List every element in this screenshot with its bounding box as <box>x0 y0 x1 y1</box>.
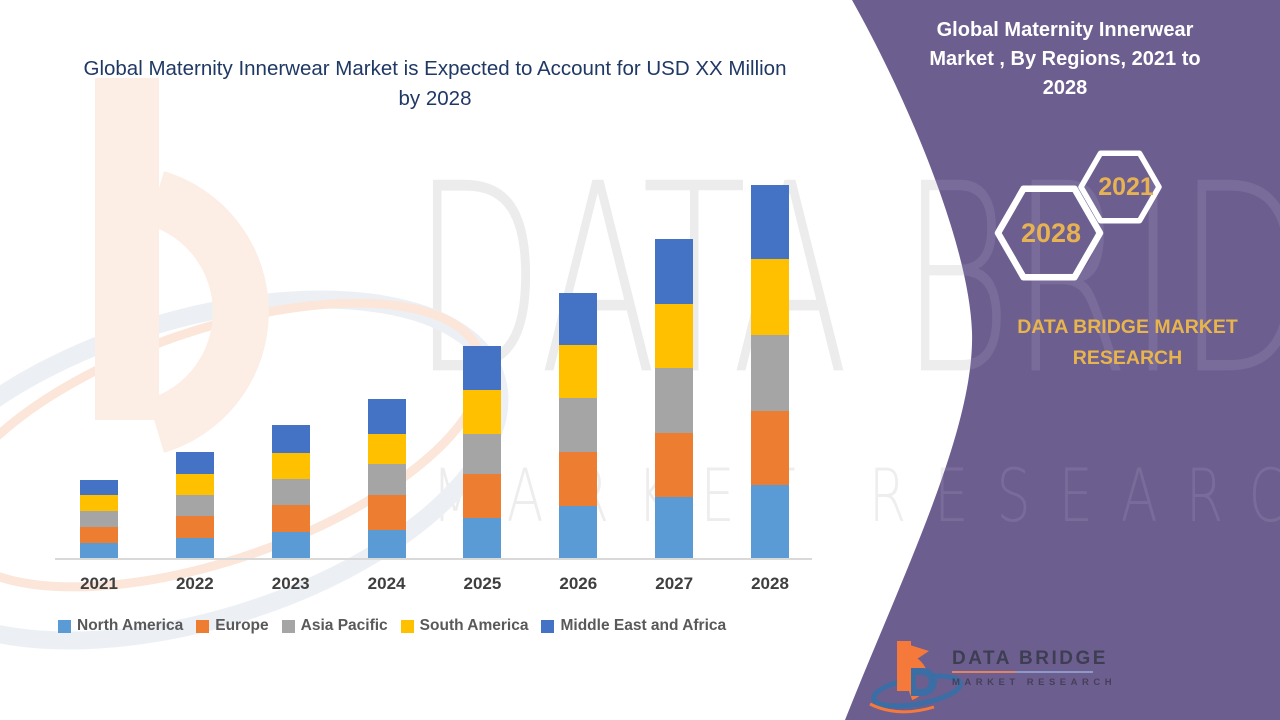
x-axis-label-2023: 2023 <box>271 574 310 593</box>
legend-label: North America <box>77 617 184 634</box>
legend-label: Asia Pacific <box>300 617 388 634</box>
bar-segment-2027-north-america <box>655 497 694 559</box>
side-panel-title: Global Maternity Innerwear Market , By R… <box>929 19 1201 99</box>
bar-segment-2024-south-america <box>367 434 406 464</box>
legend-label: Europe <box>215 617 269 634</box>
legend-swatch-icon <box>281 619 295 633</box>
bar-segment-2026-europe <box>559 452 598 506</box>
bar-segment-2027-asia-pacific <box>655 368 694 433</box>
legend-item-asia-pacific: Asia Pacific <box>281 617 388 635</box>
bar-segment-2025-north-america <box>463 518 502 559</box>
bar-segment-2028-europe <box>751 411 790 485</box>
logo-b-flag-icon <box>897 641 929 663</box>
bar-segment-2023-europe <box>271 505 310 532</box>
bar-segment-2027-middle-east-and-africa <box>655 239 694 304</box>
hexagon-year-2021: 2021 <box>1098 173 1154 201</box>
bar-segment-2023-north-america <box>271 532 310 559</box>
logo-d-hole <box>916 675 929 689</box>
bar-segment-2021-asia-pacific <box>80 511 118 527</box>
legend-swatch-icon <box>400 619 414 633</box>
x-axis-label-2024: 2024 <box>367 574 406 593</box>
bar-segment-2027-south-america <box>655 304 694 368</box>
bar-segment-2026-middle-east-and-africa <box>559 293 598 345</box>
hexagon-year-2028: 2028 <box>1020 218 1082 248</box>
x-axis-label-2025: 2025 <box>463 574 502 593</box>
x-axis-label-2027: 2027 <box>655 574 694 593</box>
bar-segment-2022-middle-east-and-africa <box>175 452 214 474</box>
bar-segment-2028-asia-pacific <box>751 335 790 411</box>
footer-logo-subtitle: MARKET RESEARCH <box>952 677 1117 688</box>
hexagon-badge-2028 <box>994 185 1104 281</box>
bar-segment-2024-asia-pacific <box>367 464 406 495</box>
x-axis-line <box>55 558 812 560</box>
legend-swatch-icon <box>58 619 71 633</box>
legend-item-europe: Europe <box>196 617 269 635</box>
logo-swoosh-orange-icon <box>869 702 935 714</box>
bar-segment-2024-middle-east-and-africa <box>367 399 406 434</box>
x-axis-labels: 2021 2022 2023 2024 2025 2026 2027 2028 <box>55 574 815 596</box>
hexagon-badge-2021 <box>1078 150 1162 224</box>
bar-segment-2022-north-america <box>175 538 214 559</box>
purple-panel-shape <box>845 0 1280 720</box>
chart-legend: North America Europe Asia Pacific South Ame… <box>58 617 838 635</box>
bar-segment-2025-south-america <box>463 390 502 434</box>
footer-logo-title: DATA BRIDGE <box>952 648 1108 669</box>
bar-segment-2022-asia-pacific <box>175 495 214 516</box>
x-axis-label-2022: 2022 <box>175 574 214 593</box>
legend-label: Middle East and Africa <box>560 617 727 634</box>
bar-segment-2026-asia-pacific <box>559 398 598 452</box>
legend-swatch-icon <box>196 619 210 633</box>
bar-segment-2025-middle-east-and-africa <box>463 346 502 390</box>
bar-segment-2025-asia-pacific <box>463 434 502 474</box>
legend-item-north-america: North America <box>58 617 183 635</box>
x-axis-label-2026: 2026 <box>559 574 598 593</box>
bar-segment-2024-north-america <box>367 530 406 559</box>
bar-segment-2023-middle-east-and-africa <box>271 425 310 453</box>
bar-segment-2028-north-america <box>751 485 790 559</box>
bar-segment-2028-south-america <box>751 259 790 335</box>
stacked-bar-chart <box>55 170 815 559</box>
bar-segment-2024-europe <box>367 495 406 530</box>
legend-item-south-america: South America <box>400 617 529 635</box>
bar-segment-2027-europe <box>655 433 694 497</box>
bar-segment-2021-europe <box>80 527 118 543</box>
bar-segment-2022-europe <box>175 516 214 538</box>
legend-label: South America <box>419 617 529 634</box>
brand-caption: DATA BRIDGE MARKET RESEARCH <box>1017 316 1238 370</box>
footer-logo-underline <box>952 671 1093 673</box>
chart-title: Global Maternity Innerwear Market is Exp… <box>83 57 787 110</box>
bar-segment-2023-south-america <box>271 453 310 479</box>
bar-segment-2021-south-america <box>80 495 118 511</box>
legend-swatch-icon <box>541 619 555 633</box>
bar-segment-2026-north-america <box>559 506 598 559</box>
b-watermark-bowl <box>147 171 269 453</box>
legend-item-middle-east-and-africa: Middle East and Africa <box>541 617 726 635</box>
bar-segment-2021-north-america <box>80 543 118 559</box>
bar-segment-2022-south-america <box>175 474 214 495</box>
x-axis-label-2028: 2028 <box>751 574 789 593</box>
x-axis-label-2021: 2021 <box>80 574 118 593</box>
bar-segment-2025-europe <box>463 474 502 518</box>
bar-segment-2021-middle-east-and-africa <box>80 480 118 495</box>
b-watermark-stem <box>95 78 159 420</box>
bar-segment-2026-south-america <box>559 345 598 398</box>
bar-segment-2023-asia-pacific <box>271 479 310 505</box>
bar-segment-2028-middle-east-and-africa <box>751 185 790 259</box>
